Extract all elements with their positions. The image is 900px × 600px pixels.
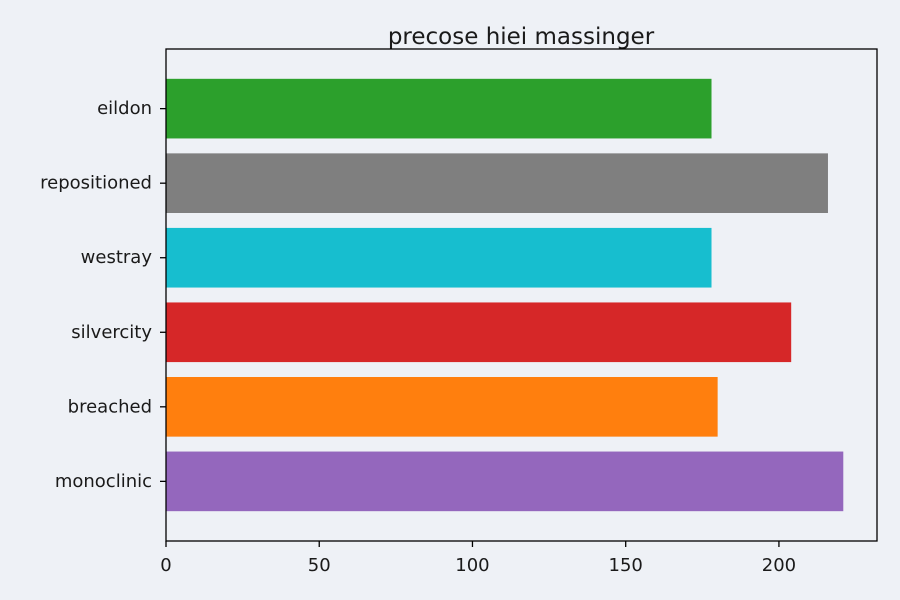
bars-group — [166, 78, 844, 512]
y-axis: monoclinic breached silvercity westray repos… — [40, 98, 166, 492]
x-tick-label: 0 — [160, 555, 171, 576]
x-axis: 0 50 100 150 200 — [160, 541, 796, 576]
y-tick-label: eildon — [97, 98, 152, 119]
x-tick-label: 150 — [609, 555, 643, 576]
bar-breached — [166, 377, 718, 437]
bar-silvercity — [166, 302, 792, 363]
y-tick-label: breached — [68, 396, 152, 417]
x-tick-label: 200 — [762, 555, 796, 576]
y-tick-label: westray — [81, 247, 153, 268]
x-tick-label: 100 — [455, 555, 489, 576]
y-tick-label: silvercity — [71, 322, 152, 343]
plot-frame — [165, 48, 878, 542]
x-tick-label: 50 — [308, 555, 331, 576]
bar-eildon — [166, 78, 712, 139]
chart-title: precose hiei massinger — [388, 24, 655, 50]
y-tick-label: monoclinic — [55, 471, 152, 492]
bar-repositioned — [166, 153, 828, 213]
bar-westray — [166, 227, 712, 288]
bar-monoclinic — [166, 451, 844, 512]
y-tick-label: repositioned — [40, 173, 152, 194]
